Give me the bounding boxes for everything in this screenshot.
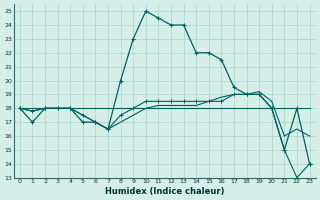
X-axis label: Humidex (Indice chaleur): Humidex (Indice chaleur) xyxy=(105,187,224,196)
